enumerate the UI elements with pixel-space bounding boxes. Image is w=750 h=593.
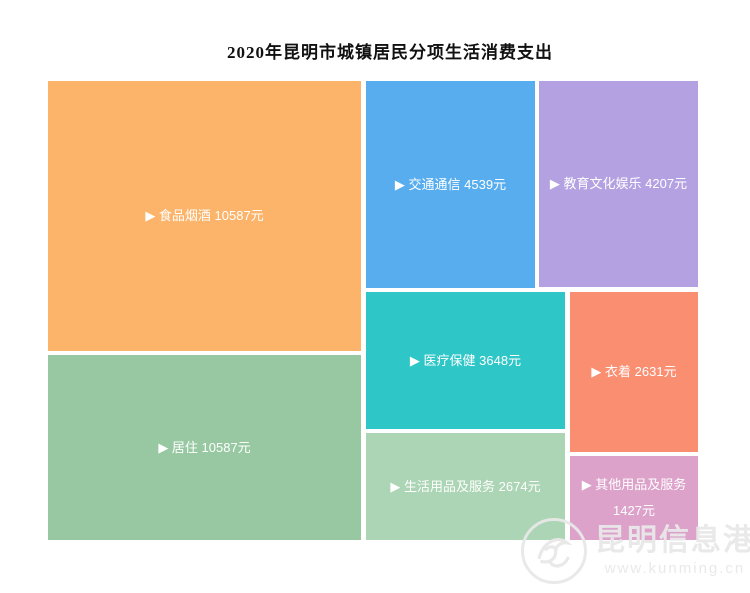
cell-label-daily-goods-services: ▶ 生活用品及服务 2674元 — [390, 478, 541, 494]
treemap-cell-healthcare[interactable]: ▶ 医疗保健 3648元 — [366, 292, 565, 429]
treemap-cell-clothing[interactable]: ▶ 衣着 2631元 — [570, 292, 698, 452]
treemap-cell-food-tobacco-alcohol[interactable]: ▶ 食品烟酒 10587元 — [48, 81, 361, 351]
treemap-cell-education-culture-entertainment[interactable]: ▶ 教育文化娱乐 4207元 — [539, 81, 698, 287]
watermark-site-url: www.kunming.cn — [604, 559, 746, 577]
chart-title: 2020年昆明市城镇居民分项生活消费支出 — [227, 43, 553, 62]
treemap-cell-housing[interactable]: ▶ 居住 10587元 — [48, 355, 361, 540]
cell-label-other-goods-services: ▶ 其他用品及服务 1427元 — [581, 477, 687, 518]
treemap-cell-transport-communication[interactable]: ▶ 交通通信 4539元 — [366, 81, 535, 288]
cell-label-transport-communication: ▶ 交通通信 4539元 — [394, 176, 507, 192]
cell-label-education-culture-entertainment: ▶ 教育文化娱乐 4207元 — [549, 176, 688, 191]
cell-label-food-tobacco-alcohol: ▶ 食品烟酒 10587元 — [145, 208, 264, 223]
cell-label-clothing: ▶ 衣着 2631元 — [591, 364, 677, 379]
treemap-cell-other-goods-services[interactable]: ▶ 其他用品及服务 1427元 — [570, 456, 698, 540]
cell-label-healthcare: ▶ 医疗保健 3648元 — [409, 352, 522, 368]
treemap-cell-daily-goods-services[interactable]: ▶ 生活用品及服务 2674元 — [366, 433, 565, 540]
cell-label-housing: ▶ 居住 10587元 — [158, 439, 251, 455]
